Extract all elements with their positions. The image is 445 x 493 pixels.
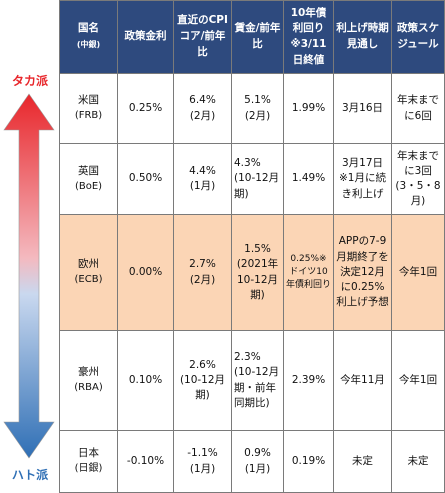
hawk-dove-arrow-icon: [3, 93, 55, 459]
cell-cpi: 2.7% (2月): [173, 214, 232, 331]
cell-bond: 1.99%: [283, 73, 334, 144]
header-country: 国名 (中銀): [59, 0, 118, 74]
cell-hike: 今年11月: [333, 330, 392, 431]
table-row-eu: 欧州 (ECB) 0.00% 2.7% (2月) 1.5% (2021年10-12月期…: [59, 214, 445, 331]
central-bank-comparison-table: 国名 (中銀) 政策金利 直近のCPIコア/前年比 賃金/前年比 10年債利回り…: [59, 0, 445, 493]
header-schedule: 政策スケジュール: [391, 0, 445, 74]
cell-cpi: 4.4% (1月): [173, 143, 232, 215]
header-policy-rate: 政策金利: [117, 0, 174, 74]
cell-hike: APPの7-9月期終了を決定12月に0.25%利上げ予想: [333, 214, 392, 331]
cell-wage: 0.9% (1月): [231, 430, 284, 493]
cell-wage: 4.3% (10-12月期): [231, 143, 284, 215]
cell-hike: 未定: [333, 430, 392, 493]
cell-schedule: 年末までに3回(3・5・8月): [391, 143, 445, 215]
cell-wage: 2.3% (10-12月期・前年同期比): [231, 330, 284, 431]
cell-hike: 3月16日: [333, 73, 392, 144]
cell-schedule: 今年1回: [391, 330, 445, 431]
header-bond: 10年債利回り※3/11日終値: [283, 0, 334, 74]
cell-schedule: 今年1回: [391, 214, 445, 331]
header-hike: 利上げ時期見通し: [333, 0, 392, 74]
cell-policy-rate: -0.10%: [117, 430, 174, 493]
cell-schedule: 未定: [391, 430, 445, 493]
cell-country: 米国 (FRB): [59, 73, 118, 144]
cell-country: 豪州 (RBA): [59, 330, 118, 431]
header-country-sub: (中銀): [76, 40, 101, 49]
cell-policy-rate: 0.50%: [117, 143, 174, 215]
hawk-dove-scale: タカ派 ハト派: [0, 0, 58, 493]
cell-country: 英国 (BoE): [59, 143, 118, 215]
cell-cpi: 2.6% (10-12月期): [173, 330, 232, 431]
cell-policy-rate: 0.10%: [117, 330, 174, 431]
cell-policy-rate: 0.25%: [117, 73, 174, 144]
hawk-label: タカ派: [11, 74, 48, 88]
table-row-uk: 英国 (BoE) 0.50% 4.4% (1月) 4.3% (10-12月期) 1.4…: [59, 143, 445, 215]
cell-schedule: 年末までに6回: [391, 73, 445, 144]
table-row-us: 米国 (FRB) 0.25% 6.4% (2月) 5.1% (2月) 1.99% 3月…: [59, 73, 445, 144]
header-wage: 賃金/前年比: [231, 0, 284, 74]
dove-label: ハト派: [11, 468, 49, 482]
table-row-au: 豪州 (RBA) 0.10% 2.6% (10-12月期) 2.3% (10-12月期…: [59, 330, 445, 431]
cell-bond: 0.25%※ドイツ10年債利回り: [283, 214, 334, 331]
cell-wage: 1.5% (2021年10-12月期): [231, 214, 284, 331]
cell-cpi: -1.1% (1月): [173, 430, 232, 493]
cell-hike: 3月17日※1月に続き利上げ: [333, 143, 392, 215]
cell-country: 欧州 (ECB): [59, 214, 118, 331]
table-row-jp: 日本 (日銀) -0.10% -1.1% (1月) 0.9% (1月) 0.19% 未…: [59, 430, 445, 493]
cell-cpi: 6.4% (2月): [173, 73, 232, 144]
cell-policy-rate: 0.00%: [117, 214, 174, 331]
cell-bond: 0.19%: [283, 430, 334, 493]
header-row: 国名 (中銀) 政策金利 直近のCPIコア/前年比 賃金/前年比 10年債利回り…: [59, 0, 445, 74]
cell-bond: 2.39%: [283, 330, 334, 431]
cell-country: 日本 (日銀): [59, 430, 118, 493]
cell-wage: 5.1% (2月): [231, 73, 284, 144]
cell-bond: 1.49%: [283, 143, 334, 215]
header-cpi: 直近のCPIコア/前年比: [173, 0, 232, 74]
